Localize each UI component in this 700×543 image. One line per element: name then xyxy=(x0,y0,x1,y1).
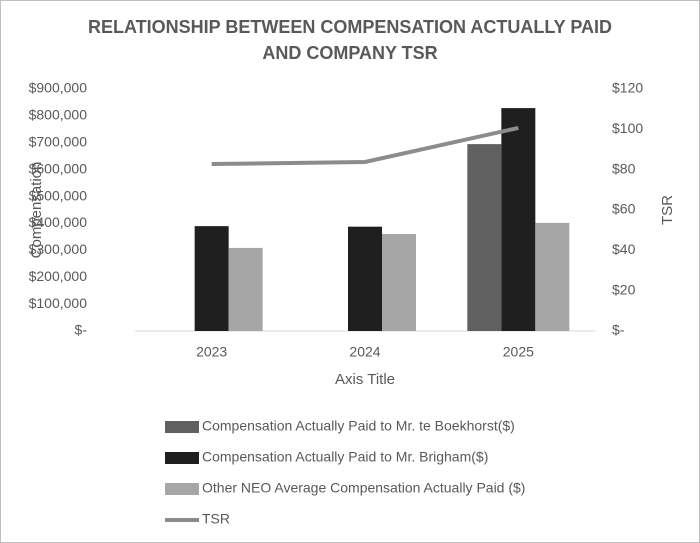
bar xyxy=(348,226,382,331)
x-tick-label: 2024 xyxy=(349,344,380,360)
y-tick-label: $100,000 xyxy=(29,295,88,311)
y-axis-title: Compensation xyxy=(28,162,45,259)
y2-tick-label: $100 xyxy=(612,120,643,136)
x-tick-label: 2023 xyxy=(196,344,227,360)
chart-title: RELATIONSHIP BETWEEN COMPENSATION ACTUAL… xyxy=(88,17,612,37)
bar xyxy=(382,233,416,331)
legend-label: Compensation Actually Paid to Mr. Brigha… xyxy=(202,449,488,465)
bar xyxy=(467,144,502,331)
y2-tick-label: $40 xyxy=(612,241,636,257)
legend-label: Other NEO Average Compensation Actually … xyxy=(202,480,525,496)
bar xyxy=(535,222,570,331)
y-tick-label: $400,000 xyxy=(29,214,88,230)
y-tick-label: $500,000 xyxy=(29,187,88,203)
y2-tick-label: $60 xyxy=(612,201,636,217)
y-tick-label: $700,000 xyxy=(29,133,88,149)
legend-swatch xyxy=(165,452,199,464)
line xyxy=(211,125,519,167)
y2-tick-label: $- xyxy=(612,322,625,338)
y-tick-label: $300,000 xyxy=(29,241,88,257)
bar xyxy=(228,247,263,331)
chart-title: AND COMPANY TSR xyxy=(262,43,437,63)
y2-axis-title: TSR xyxy=(659,195,676,225)
y-tick-label: $- xyxy=(75,322,88,338)
legend-swatch xyxy=(165,421,199,433)
y2-tick-label: $120 xyxy=(612,80,643,96)
y-tick-label: $900,000 xyxy=(29,80,88,96)
legend-label: Compensation Actually Paid to Mr. te Boe… xyxy=(202,418,515,434)
y-tick-label: $200,000 xyxy=(29,268,88,284)
bar xyxy=(501,108,536,331)
y-tick-label: $600,000 xyxy=(29,160,88,176)
y2-tick-label: $20 xyxy=(612,281,636,297)
legend-label: TSR xyxy=(202,511,230,527)
x-tick-label: 2025 xyxy=(503,344,534,360)
x-axis-title: Axis Title xyxy=(335,371,395,388)
bar xyxy=(194,226,229,331)
y2-tick-label: $80 xyxy=(612,160,636,176)
y-tick-label: $800,000 xyxy=(29,107,88,123)
legend-swatch xyxy=(165,483,199,495)
